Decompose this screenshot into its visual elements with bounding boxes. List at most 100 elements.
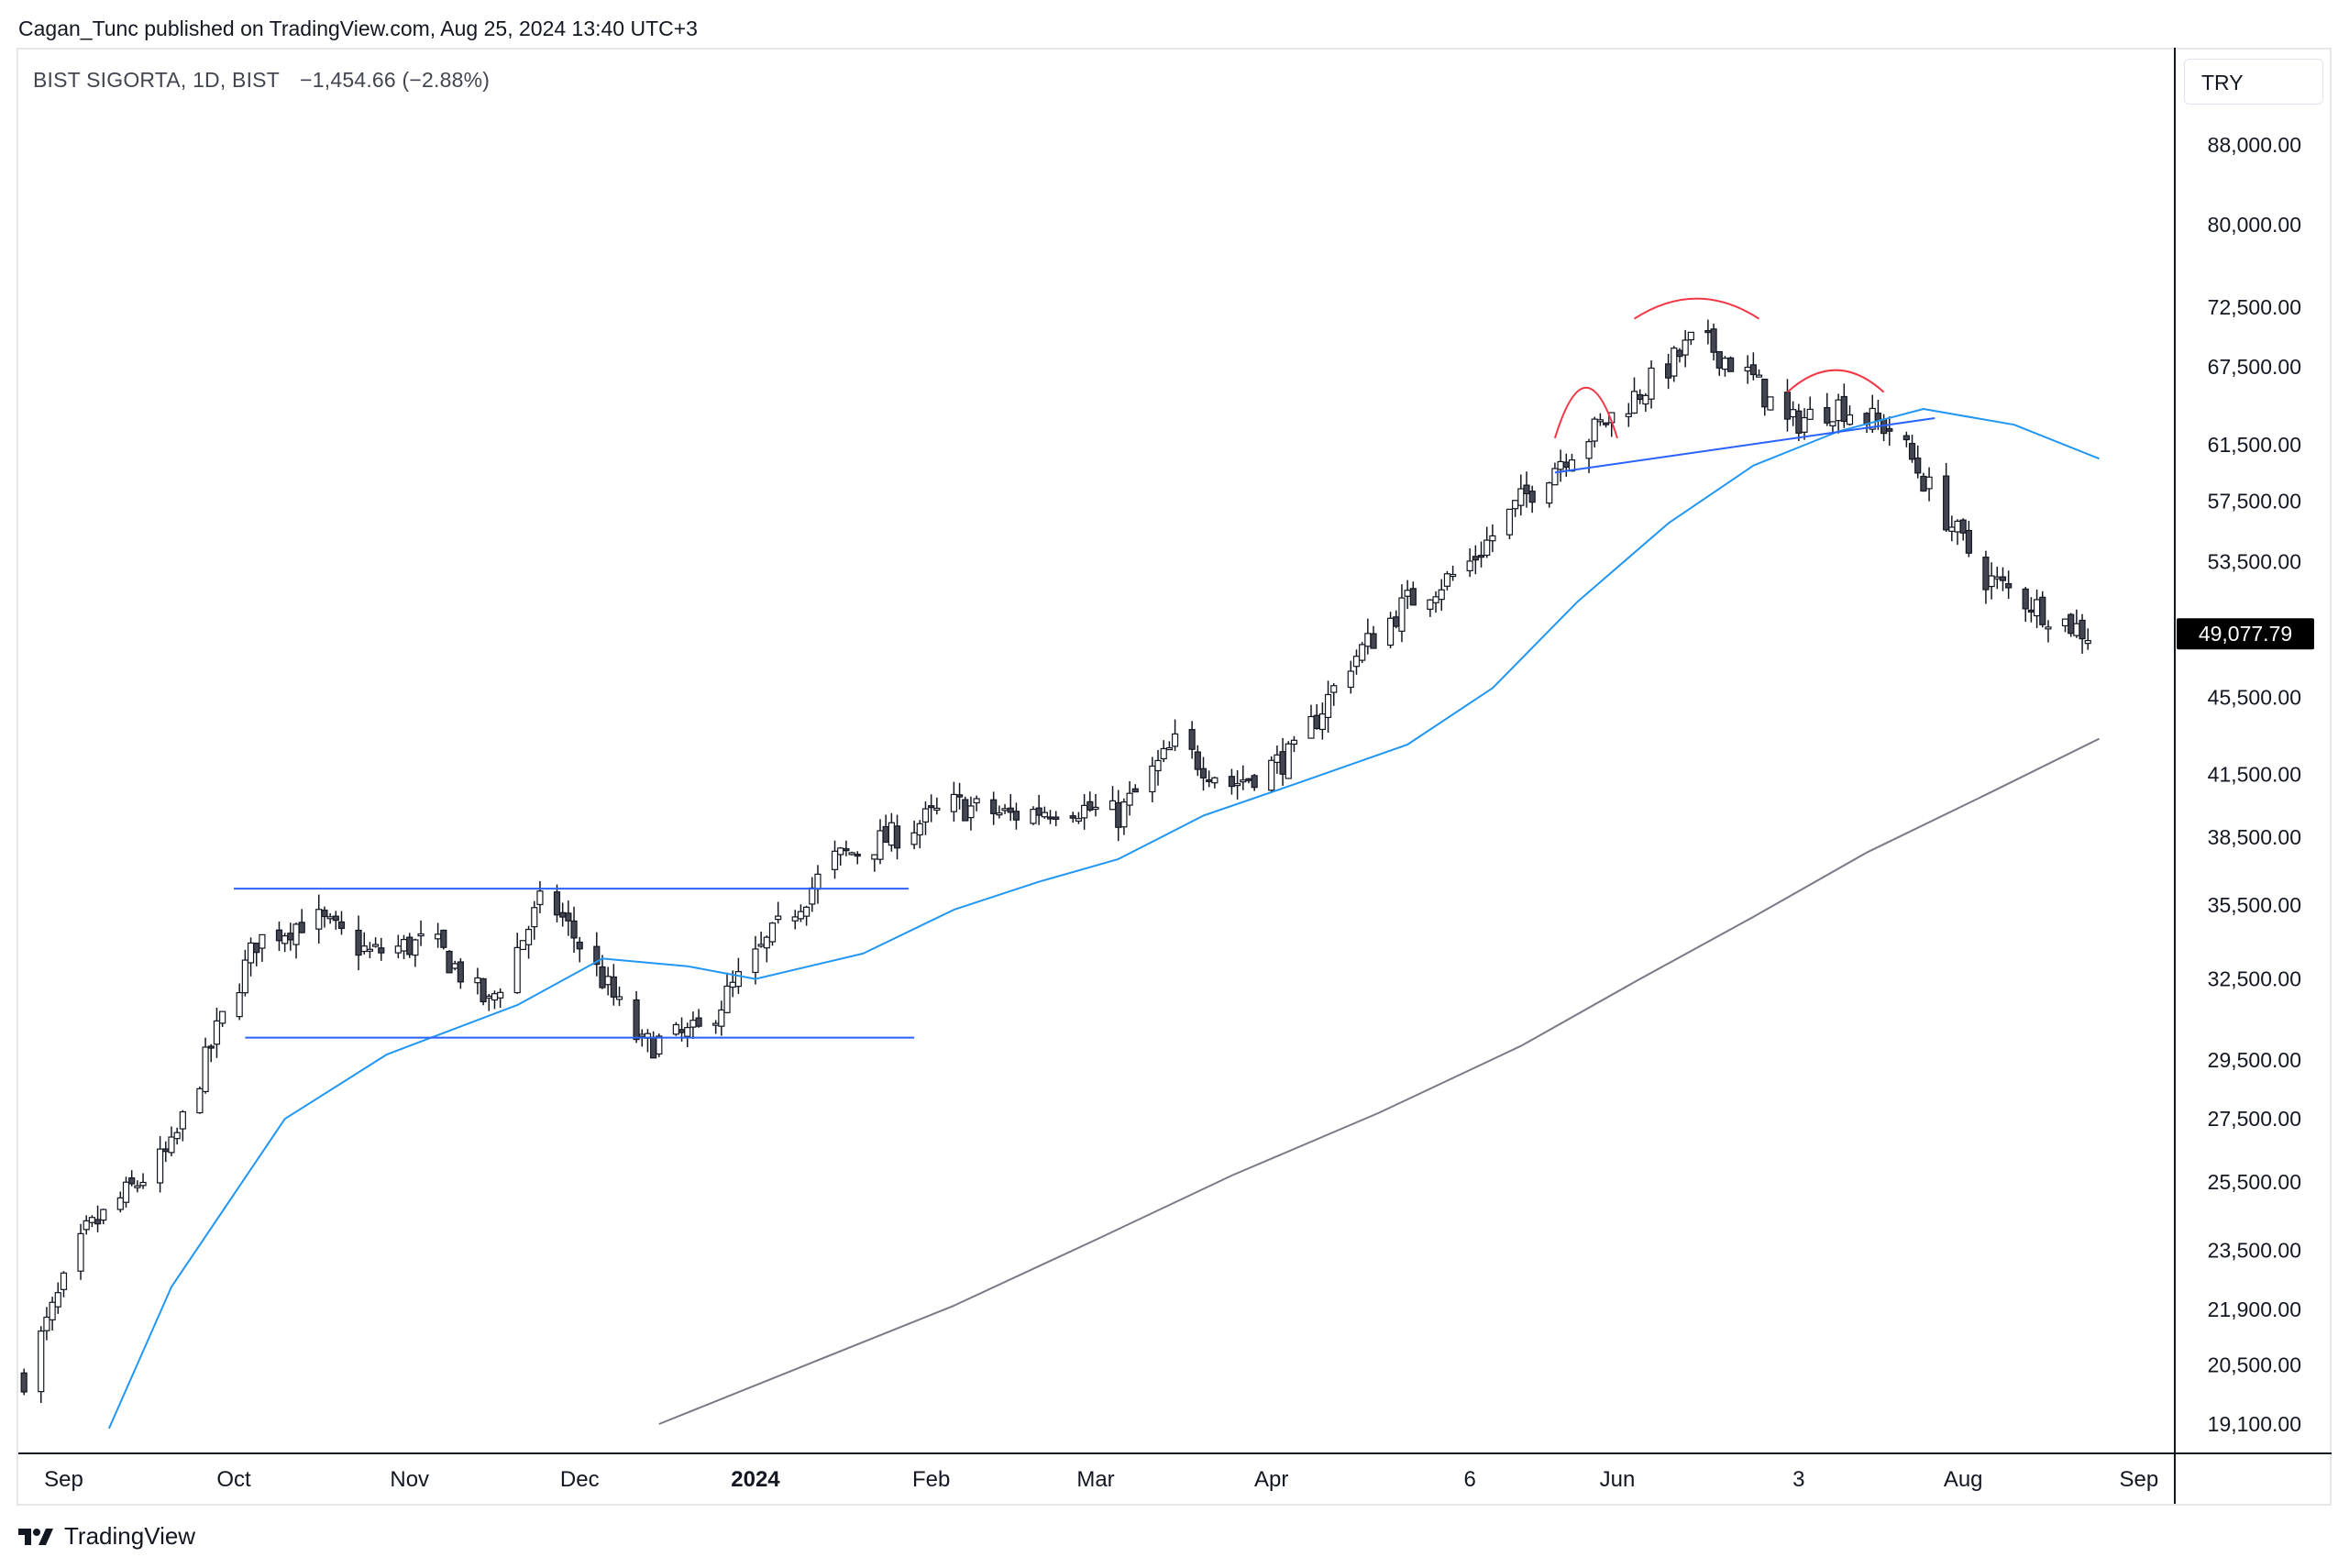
candle-body xyxy=(1523,484,1530,495)
candle-body xyxy=(559,911,567,918)
candle-body xyxy=(1092,806,1099,811)
candle-body xyxy=(921,808,930,823)
candle-body xyxy=(372,944,380,947)
candle-body xyxy=(1404,590,1411,597)
candle-body xyxy=(831,850,839,870)
candle-body xyxy=(337,921,346,930)
candle-body xyxy=(1120,801,1128,828)
candle-body xyxy=(1925,476,1933,490)
x-tick-label: Sep xyxy=(2120,1467,2159,1492)
candle-body xyxy=(49,1301,56,1320)
candle-body xyxy=(888,822,895,846)
candle-body xyxy=(1648,367,1655,400)
candle-body xyxy=(757,944,765,947)
candle-body xyxy=(1835,399,1842,422)
candle-body xyxy=(440,929,447,948)
candle-body xyxy=(576,941,583,950)
candle-body xyxy=(1251,775,1258,789)
candle-body xyxy=(1562,461,1570,469)
candle-body xyxy=(134,1185,141,1188)
candle-body xyxy=(1886,427,1893,432)
candle-body xyxy=(775,915,782,921)
candle-body xyxy=(723,985,731,1013)
candle-body xyxy=(1324,693,1332,719)
currency-button[interactable]: TRY xyxy=(2184,59,2323,105)
right-shoulder-arc xyxy=(1786,369,1885,393)
candle-body xyxy=(1715,350,1723,369)
candle-body xyxy=(734,971,742,988)
candle-body xyxy=(718,1009,725,1027)
candle-body xyxy=(1307,715,1315,739)
y-tick-label: 53,500.00 xyxy=(2208,549,2301,573)
candle-body xyxy=(803,906,811,917)
candle-body xyxy=(910,832,918,845)
candle-body xyxy=(219,1010,226,1024)
y-tick-label: 88,000.00 xyxy=(2208,133,2301,157)
candle-body xyxy=(2079,619,2086,640)
candle-body xyxy=(837,847,844,856)
candle-body xyxy=(485,995,492,999)
candle-body xyxy=(2039,596,2046,625)
candle-body xyxy=(950,793,957,812)
candle-body xyxy=(275,929,283,942)
candle-body xyxy=(83,1220,90,1231)
last-price-label: 49,077.79 xyxy=(2199,622,2292,646)
candle-body xyxy=(1954,520,1961,533)
candle-body xyxy=(531,907,538,928)
candle-body xyxy=(689,1020,697,1028)
candle-body xyxy=(1046,816,1054,820)
candle-body xyxy=(2084,640,2091,645)
candle-body xyxy=(1585,441,1593,459)
candle-body xyxy=(1211,777,1219,784)
candle-body xyxy=(1199,767,1208,778)
candle-body xyxy=(1682,339,1689,356)
candle-body xyxy=(1171,733,1179,747)
symbol-label: BIST SIGORTA, 1D, BIST xyxy=(33,68,280,92)
candle-body xyxy=(1160,747,1167,760)
candle-body xyxy=(247,942,255,964)
candle-body xyxy=(524,928,533,945)
candle-body xyxy=(1318,713,1326,731)
candle-body xyxy=(326,916,334,920)
candle-body xyxy=(1126,792,1133,806)
candle-body xyxy=(712,1022,720,1026)
candle-body xyxy=(933,807,941,812)
y-tick-label: 41,500.00 xyxy=(2208,762,2301,786)
x-tick-label: 6 xyxy=(1463,1467,1475,1492)
candle-body xyxy=(1279,751,1286,775)
last-price-tag xyxy=(2177,618,2314,650)
candle-body xyxy=(1409,588,1417,606)
candle-body xyxy=(1749,364,1757,376)
candle-body xyxy=(928,805,935,809)
candle-body xyxy=(1489,535,1496,542)
candle-body xyxy=(650,1036,657,1059)
candle-body xyxy=(1710,328,1717,353)
candle-body xyxy=(1625,413,1632,417)
candle-body xyxy=(656,1035,663,1055)
candle-body xyxy=(672,1023,679,1035)
y-tick-label: 21,900.00 xyxy=(2208,1297,2301,1321)
candle-body xyxy=(1245,778,1252,781)
candle-body xyxy=(207,1045,215,1049)
candle-body xyxy=(412,939,419,956)
candle-body xyxy=(1165,746,1173,751)
candle-body xyxy=(678,1029,686,1033)
candle-body xyxy=(893,825,901,849)
candle-body xyxy=(332,915,339,922)
candle-body xyxy=(1704,330,1712,334)
candle-body xyxy=(54,1292,61,1308)
publish-attribution: Cagan_Tunc published on TradingView.com,… xyxy=(18,17,698,40)
candle-body xyxy=(417,933,425,937)
candle-body xyxy=(1466,560,1473,572)
candle-body xyxy=(1993,576,2001,580)
candle-body xyxy=(877,830,884,860)
candle-body xyxy=(1206,778,1213,783)
candle-body xyxy=(394,945,402,954)
candle-body xyxy=(729,981,736,988)
candle-body xyxy=(809,887,816,905)
moving-average-slow xyxy=(658,737,2101,1425)
candle-body xyxy=(916,823,923,836)
candle-body xyxy=(519,940,526,951)
candle-body xyxy=(1194,751,1201,770)
